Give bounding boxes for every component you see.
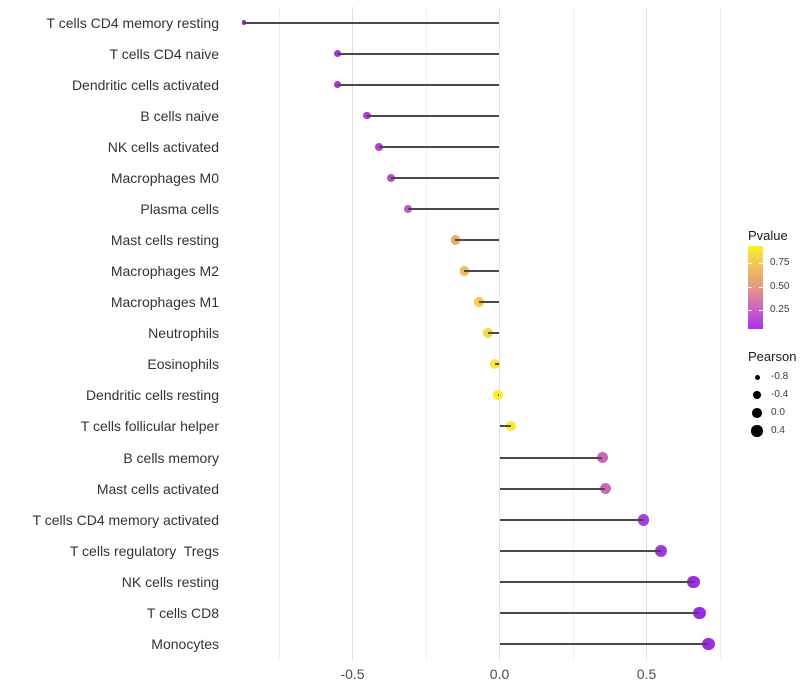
lollipop-dot	[404, 204, 413, 214]
pearson-size-dot	[751, 425, 763, 437]
lollipop-stem	[464, 270, 500, 273]
pearson-size-label: -0.8	[771, 371, 789, 382]
major-gridline	[499, 7, 500, 660]
minor-gridline	[278, 7, 280, 660]
y-axis-label: T cells CD4 memory activated	[32, 511, 219, 528]
y-axis-label: Monocytes	[151, 635, 219, 652]
y-axis-label: Neutrophils	[148, 325, 219, 342]
lollipop-stem	[499, 580, 694, 583]
y-axis-label: NK cells resting	[121, 573, 219, 590]
lollipop-stem	[408, 207, 500, 210]
colorbar-tick-mark	[759, 286, 763, 288]
pearson-legend-title: Pearson	[748, 349, 797, 364]
y-axis-label: Dendritic cells resting	[85, 387, 219, 404]
major-gridline	[646, 7, 647, 660]
colorbar-tick-mark	[748, 286, 752, 288]
pearson-size-label: 0.0	[771, 407, 785, 418]
colorbar-tick-label: 0.50	[770, 280, 790, 292]
lollipop-stem	[455, 239, 500, 242]
lollipop-stem	[478, 301, 500, 304]
y-axis-label: Eosinophils	[147, 356, 219, 373]
lollipop-stem	[499, 425, 512, 428]
lollipop-stem	[487, 332, 500, 335]
pvalue-legend-title: Pvalue	[748, 228, 788, 243]
y-axis-label: NK cells activated	[107, 138, 219, 155]
y-axis-label: Mast cells resting	[110, 232, 219, 249]
pvalue-colorbar	[748, 246, 763, 329]
pearson-size-label: 0.4	[771, 425, 785, 436]
pearson-size-dot	[754, 374, 760, 380]
y-axis-label: T cells regulatory Tregs	[69, 542, 219, 559]
y-axis-label: Macrophages M0	[110, 169, 219, 186]
lollipop-dot	[363, 112, 371, 120]
lollipop-stem	[499, 642, 709, 645]
pearson-size-dot	[753, 391, 761, 399]
colorbar-tick-mark	[748, 263, 752, 265]
lollipop-dot	[386, 173, 395, 182]
lollipop-stem	[499, 456, 603, 459]
x-axis-tick-label: 0.5	[636, 665, 657, 682]
lollipop-stem	[499, 549, 662, 552]
y-axis-label: T cells follicular helper	[80, 418, 219, 435]
lollipop-dot	[490, 359, 500, 370]
lollipop-stem	[337, 52, 500, 55]
minor-gridline	[719, 7, 721, 660]
lollipop-stem	[498, 394, 500, 397]
y-axis-label: B cells naive	[140, 107, 219, 124]
lollipop-stem	[390, 176, 500, 179]
lollipop-stem	[337, 83, 500, 86]
lollipop-dot	[241, 20, 246, 25]
lollipop-dot	[637, 513, 650, 526]
y-axis-label: T cells CD4 naive	[109, 45, 219, 62]
pearson-size-label: -0.4	[771, 389, 789, 400]
lollipop-stem	[495, 363, 500, 366]
y-axis-label: Macrophages M2	[110, 263, 219, 280]
y-axis-label: T cells CD8	[146, 604, 219, 621]
lollipop-stem	[367, 114, 500, 117]
lollipop-dot	[459, 266, 469, 276]
colorbar-tick-mark	[759, 309, 763, 311]
y-axis-label: Mast cells activated	[96, 480, 219, 497]
y-axis-label: T cells CD4 memory resting	[46, 14, 219, 31]
major-gridline	[352, 7, 353, 660]
minor-gridline	[425, 7, 427, 660]
colorbar-tick-mark	[748, 309, 752, 311]
y-axis-label: Plasma cells	[140, 200, 219, 217]
y-axis-label: Macrophages M1	[110, 294, 219, 311]
y-axis-label: Dendritic cells activated	[71, 76, 219, 93]
lollipop-stem	[243, 21, 500, 24]
x-axis-tick-label: 0.0	[489, 665, 510, 682]
colorbar-tick-label: 0.75	[770, 257, 790, 269]
lollipop-stem	[499, 611, 700, 614]
lollipop-stem	[378, 145, 500, 148]
x-axis-tick-label: -0.5	[340, 665, 365, 682]
lollipop-stem	[499, 518, 644, 521]
colorbar-tick-mark	[759, 263, 763, 265]
y-axis-label: B cells memory	[123, 449, 219, 466]
lollipop-dot	[599, 482, 611, 495]
lollipop-stem	[499, 487, 606, 490]
minor-gridline	[572, 7, 574, 660]
colorbar-tick-label: 0.25	[770, 303, 790, 315]
lollipop-dot	[596, 451, 609, 464]
pearson-size-dot	[752, 408, 762, 418]
